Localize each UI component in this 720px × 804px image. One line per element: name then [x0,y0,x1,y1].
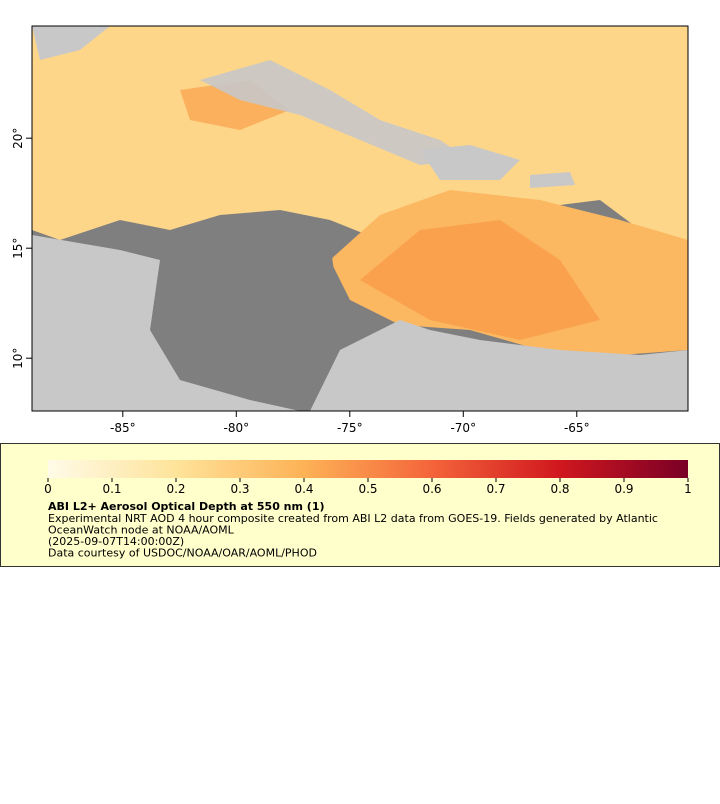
map-axes: -85° -80° -75° -70° -65° 10° 15° 20° [11,128,590,435]
colorbar-tick-label: 0.2 [166,482,185,496]
colorbar-tick-label: 0.1 [102,482,121,496]
x-tick-label: -75° [337,421,363,435]
x-tick-label: -65° [564,421,590,435]
colorbar [48,460,688,478]
y-tick-label: 15° [11,238,25,259]
legend-lines: Experimental NRT AOD 4 hour composite cr… [48,512,658,560]
legend-title: ABI L2+ Aerosol Optical Depth at 550 nm … [48,500,325,513]
x-tick-label: -85° [110,421,136,435]
x-tick-label: -80° [223,421,249,435]
legend-line: (2025-09-07T14:00:00Z) [48,535,184,548]
colorbar-tick-label: 0.4 [294,482,313,496]
x-tick-label: -70° [450,421,476,435]
map-image [32,26,688,411]
legend-line: Data courtesy of USDOC/NOAA/OAR/AOML/PHO… [48,547,317,560]
colorbar-tick-label: 0.5 [358,482,377,496]
map-frame [31,25,689,412]
legend-line: OceanWatch node at NOAA/AOML [48,524,235,537]
colorbar-axis: 0 0.1 0.2 0.3 0.4 0.5 0.6 0.7 0.8 0.9 1 [44,478,692,496]
y-tick-label: 20° [11,128,25,149]
colorbar-tick-label: 0.3 [230,482,249,496]
y-tick-label: 10° [11,348,25,369]
colorbar-tick-label: 0.6 [422,482,441,496]
colorbar-tick-label: 0.7 [486,482,505,496]
colorbar-tick-label: 0.9 [614,482,633,496]
colorbar-tick-label: 0 [44,482,52,496]
colorbar-tick-label: 0.8 [550,482,569,496]
colorbar-tick-label: 1 [684,482,692,496]
legend-line: Experimental NRT AOD 4 hour composite cr… [48,512,658,525]
